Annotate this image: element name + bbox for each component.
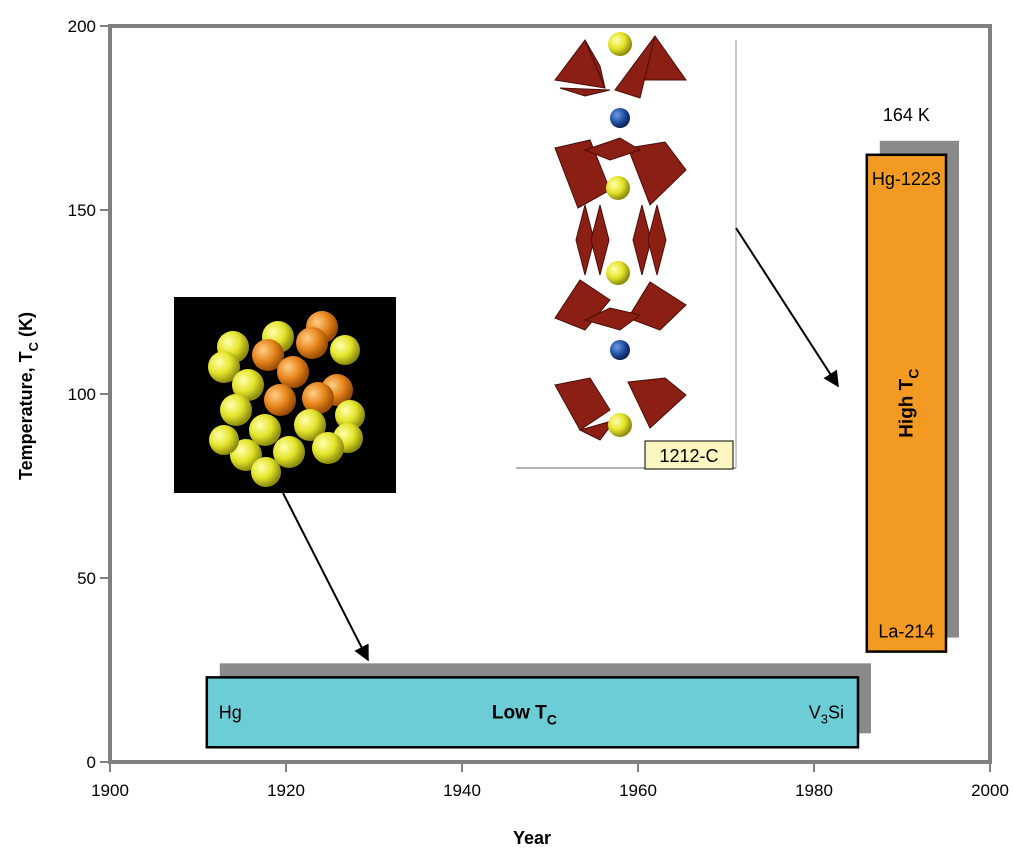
x-tick-label: 1960: [619, 781, 657, 800]
arrow-low-tc-structure: [282, 492, 369, 662]
low-tc-end-label: V3Si: [809, 702, 844, 726]
blue-atom: [610, 340, 630, 360]
low-tc-bar-group: Hg V3Si Low TC: [205, 663, 872, 749]
yellow-atom: [606, 261, 630, 285]
low-tc-start-label: Hg: [219, 702, 242, 722]
x-tick-label: 1920: [267, 781, 305, 800]
y-tick-label: 150: [68, 201, 96, 220]
y-tick-label: 100: [68, 385, 96, 404]
octahedra-diamonds: [575, 204, 667, 276]
x-axis-ticks: 1900 1920 1940 1960 1980 2000: [91, 762, 1009, 800]
y-axis-ticks: 0 50 100 150 200: [68, 17, 110, 772]
high-tc-title: High TC: [896, 369, 921, 438]
x-tick-label: 1900: [91, 781, 129, 800]
octahedra-bottom-layer: [554, 377, 687, 441]
yellow-atom: [606, 176, 630, 200]
octahedra-middle-lower: [554, 279, 687, 331]
yellow-atom: [608, 32, 632, 56]
low-tc-bar: [205, 676, 860, 749]
x-tick-label: 1980: [795, 781, 833, 800]
y-tick-label: 50: [77, 569, 96, 588]
high-tc-peak-label: 164 K: [883, 105, 930, 125]
blue-atom: [610, 108, 630, 128]
high-tc-structure-inset: 1212-C: [516, 32, 737, 470]
y-tick-label: 0: [87, 753, 96, 772]
high-tc-bar-group: Hg-1223 La-214 164 K High TC: [865, 105, 959, 653]
yellow-atom: [608, 413, 632, 437]
structure-label-1212c: 1212-C: [644, 440, 734, 470]
y-axis-title: Temperature, TC (K): [16, 312, 41, 480]
octahedra-middle-upper: [554, 137, 687, 209]
low-tc-title: Low TC: [492, 702, 557, 727]
y-tick-label: 200: [68, 17, 96, 36]
x-tick-label: 2000: [971, 781, 1009, 800]
svg-text:1212-C: 1212-C: [659, 446, 718, 466]
low-tc-structure-inset: [174, 297, 396, 493]
high-tc-start-label: La-214: [878, 622, 934, 642]
arrow-high-tc-structure: [735, 227, 839, 388]
low-tc-structure-atoms: [208, 311, 365, 487]
octahedra-top-layer: [554, 35, 687, 99]
high-tc-end-label: Hg-1223: [872, 169, 941, 189]
x-tick-label: 1940: [443, 781, 481, 800]
x-axis-title: Year: [513, 828, 551, 848]
high-tc-bar: [865, 153, 948, 653]
